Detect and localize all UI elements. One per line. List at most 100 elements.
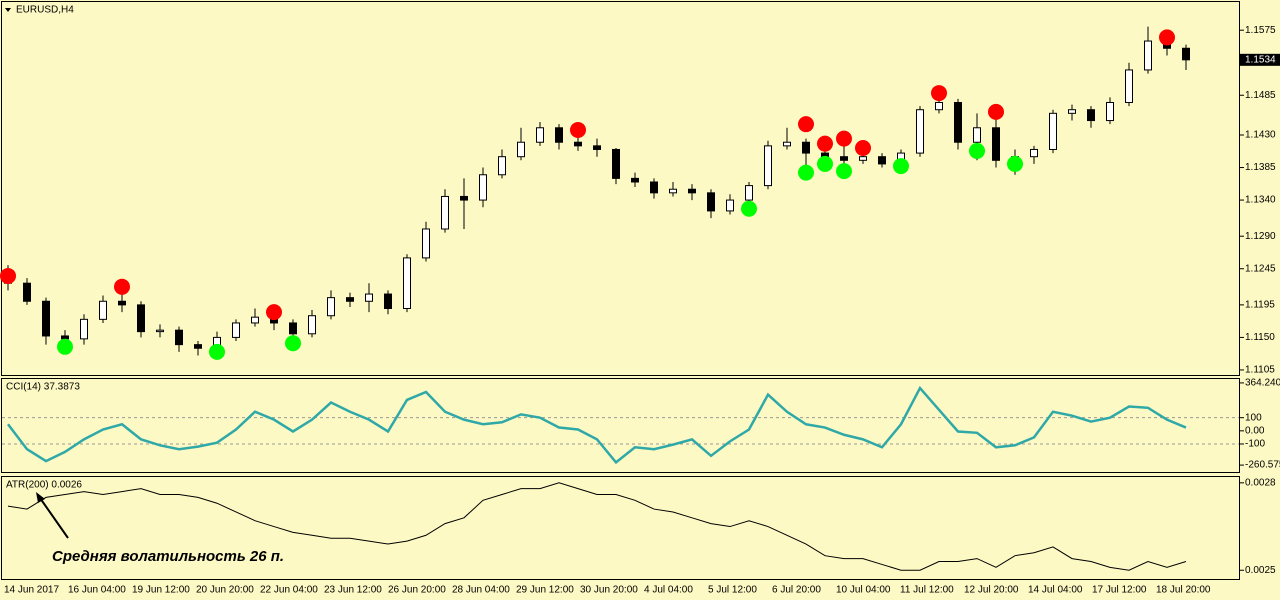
cci-panel — [1, 378, 1240, 473]
indicator-line — [7, 482, 1187, 571]
candle-body — [99, 300, 107, 320]
arrow-head — [36, 492, 45, 503]
atr-title: ATR(200) 0.0026 — [6, 480, 82, 491]
annotation-arrow — [39, 497, 69, 539]
x-tick-label: 14 Jul 04:00 — [1028, 585, 1083, 596]
sell-signal — [855, 140, 871, 157]
x-tick-label: 14 Jun 2017 — [4, 585, 59, 596]
candle-body — [365, 293, 373, 302]
x-tick-label: 12 Jul 20:00 — [964, 585, 1019, 596]
x-tick-label: 20 Jun 20:00 — [196, 585, 254, 596]
buy-signal — [57, 338, 73, 355]
candle-body — [232, 322, 240, 338]
sell-signal — [931, 85, 947, 102]
x-tick-label: 16 Jun 04:00 — [68, 585, 126, 596]
candle-body — [631, 177, 639, 183]
atr-panel — [1, 476, 1240, 580]
y-tick-label: 100 — [1245, 412, 1262, 423]
x-tick-label: 23 Jun 12:00 — [324, 585, 382, 596]
y-tick-label: 1.1245 — [1245, 263, 1276, 274]
x-tick-label: 18 Jul 20:00 — [1156, 585, 1211, 596]
candle-body — [593, 145, 601, 150]
x-tick-label: 17 Jul 12:00 — [1092, 585, 1147, 596]
y-tick-label: 364.2405 — [1245, 378, 1280, 389]
sell-signal — [988, 103, 1004, 120]
candle-body — [707, 192, 715, 212]
sell-signal — [1159, 29, 1175, 46]
annotation: Средняя волатильность 26 п. — [52, 548, 284, 565]
sell-signal — [114, 278, 130, 295]
candle-body — [327, 297, 335, 317]
current-price-box — [1240, 53, 1280, 66]
sell-signal — [817, 135, 833, 152]
symbol-title: EURUSD,H4 — [16, 5, 74, 16]
y-tick-label: -260.575 — [1245, 460, 1280, 471]
candle-body — [555, 127, 563, 143]
candle-body — [1049, 112, 1057, 150]
candle-body — [42, 300, 50, 337]
sell-signal — [570, 121, 586, 138]
candle-body — [498, 156, 506, 176]
y-tick-label: 1.1575 — [1245, 25, 1276, 36]
buy-signal — [798, 164, 814, 181]
candle-body — [460, 195, 468, 201]
candle-body — [422, 228, 430, 259]
current-price: 1.1534 — [1245, 54, 1276, 65]
x-tick-label: 26 Jun 20:00 — [388, 585, 446, 596]
y-tick-label: 1.1430 — [1245, 130, 1276, 141]
x-tick-label: 29 Jun 12:00 — [516, 585, 574, 596]
indicator-line — [7, 385, 1187, 465]
x-tick-label: 28 Jun 04:00 — [452, 585, 510, 596]
candle-body — [916, 109, 924, 154]
buy-signal — [1007, 155, 1023, 172]
candle-body — [308, 315, 316, 335]
candle-body — [669, 188, 677, 194]
y-tick-label: 0.0025 — [1245, 565, 1276, 576]
y-tick-label: 0.0028 — [1245, 477, 1276, 488]
candle-body — [137, 304, 145, 333]
candle-body — [688, 188, 696, 194]
x-tick-label: 22 Jun 04:00 — [260, 585, 318, 596]
candle-body — [1125, 69, 1133, 103]
y-tick-label: 1.1290 — [1245, 231, 1276, 242]
candle-body — [251, 316, 259, 324]
candle-body — [289, 322, 297, 335]
candle-body — [954, 101, 962, 143]
y-tick-label: 1.1150 — [1245, 332, 1275, 343]
candle-body — [346, 297, 354, 302]
candle-body — [80, 318, 88, 340]
candle-body — [61, 335, 69, 340]
x-tick-label: 10 Jul 04:00 — [836, 585, 891, 596]
candle-body — [384, 293, 392, 309]
sell-signal — [0, 267, 16, 284]
candle-body — [612, 148, 620, 179]
candle-body — [403, 257, 411, 309]
candle-body — [1182, 47, 1190, 61]
sell-signal — [836, 130, 852, 147]
x-tick-label: 5 Jul 12:00 — [708, 585, 757, 596]
candle-body — [973, 127, 981, 143]
candle-body — [1087, 109, 1095, 122]
y-tick-label: 0.00 — [1245, 425, 1265, 436]
x-tick-label: 4 Jul 04:00 — [644, 585, 693, 596]
candle-body — [194, 344, 202, 349]
candle-body — [536, 127, 544, 143]
candle-body — [1030, 148, 1038, 158]
candle-body — [156, 329, 164, 333]
candle-body — [574, 141, 582, 147]
candle-body — [840, 156, 848, 161]
main-panel — [1, 1, 1240, 376]
buy-signal — [285, 335, 301, 352]
y-tick-label: 1.1385 — [1245, 162, 1276, 173]
cci-title: CCI(14) 37.3873 — [6, 382, 80, 393]
candle-body — [517, 141, 525, 158]
menu-triangle — [5, 8, 11, 12]
sell-signal — [798, 116, 814, 133]
candle-body — [1068, 109, 1076, 114]
candle-body — [802, 141, 810, 154]
buy-signal — [209, 343, 225, 360]
candle-body — [783, 141, 791, 147]
y-tick-label: 1.1485 — [1245, 90, 1276, 101]
x-tick-label: 11 Jul 12:00 — [900, 585, 954, 596]
candle-body — [764, 145, 772, 187]
